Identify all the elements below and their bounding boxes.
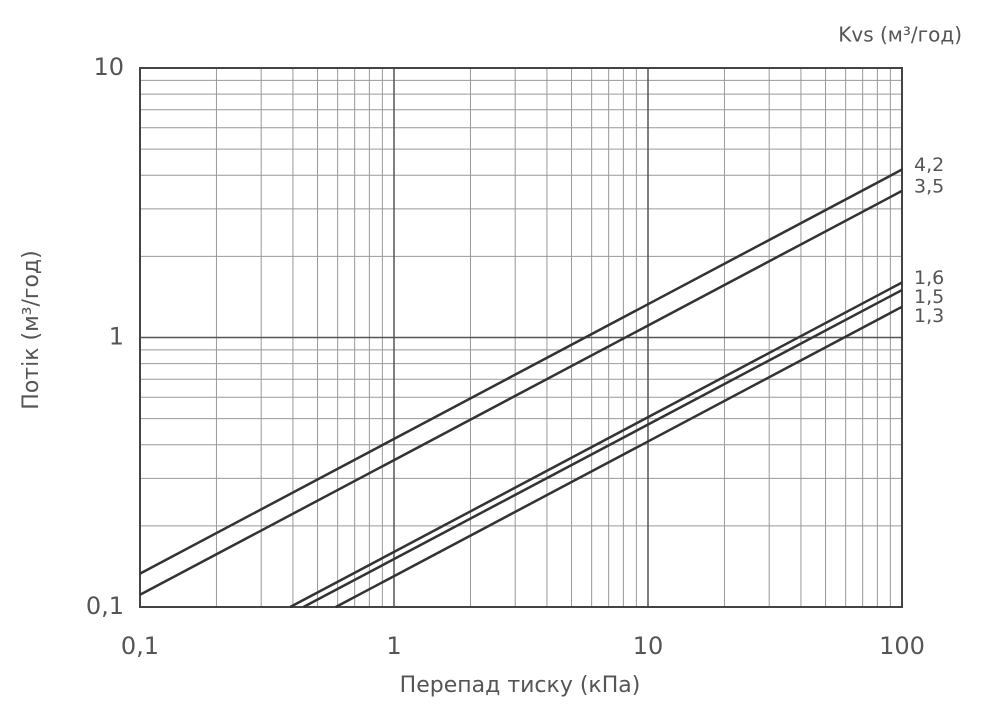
legend-label: 1,5 bbox=[914, 286, 944, 308]
plot-frame bbox=[139, 67, 903, 608]
x-tick-label: 100 bbox=[879, 632, 925, 660]
y-axis-label: Потік (м³/год) bbox=[19, 250, 44, 409]
y-tick-label: 10 bbox=[93, 53, 124, 81]
x-tick-label: 10 bbox=[633, 632, 664, 660]
series-line bbox=[139, 168, 903, 575]
legend-title: Kvs (м³/год) bbox=[838, 23, 962, 47]
series-line bbox=[302, 288, 903, 609]
series-line bbox=[139, 189, 903, 596]
y-tick-label: 1 bbox=[109, 323, 124, 351]
series-line bbox=[289, 281, 903, 609]
legend-label: 3,5 bbox=[914, 175, 944, 197]
series-line bbox=[335, 305, 903, 609]
legend-label: 4,2 bbox=[914, 154, 944, 176]
legend-label: 1,6 bbox=[914, 267, 944, 289]
x-tick-label: 1 bbox=[386, 632, 401, 660]
y-tick-label: 0,1 bbox=[86, 592, 124, 620]
x-axis-label: Перепад тиску (кПа) bbox=[400, 673, 641, 698]
legend-label: 1,3 bbox=[914, 305, 944, 327]
x-tick-label: 0,1 bbox=[121, 632, 159, 660]
